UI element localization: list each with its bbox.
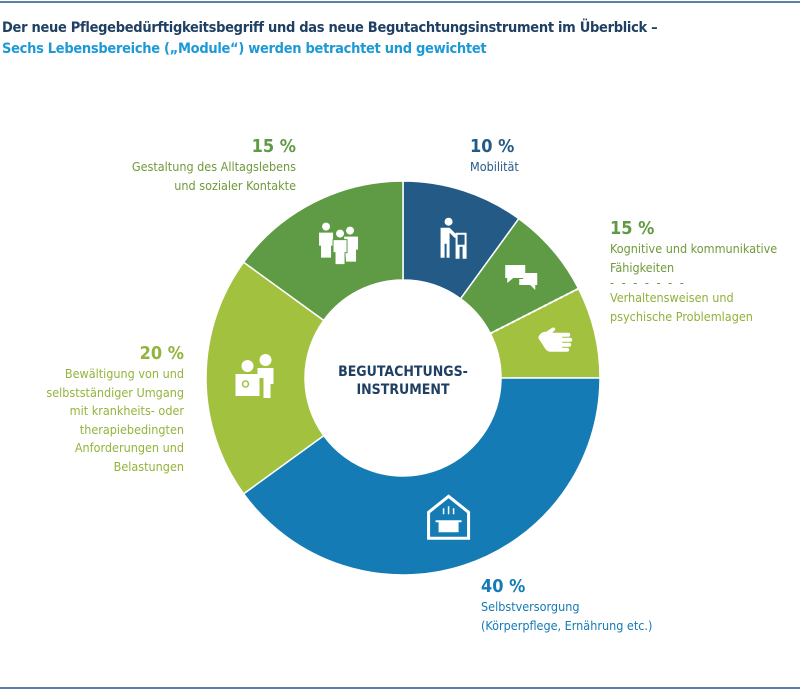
text-selbst-2: (Körperpflege, Ernährung etc.) xyxy=(481,617,653,633)
divider: - - - - - - - xyxy=(610,275,686,290)
text-bew-5: Anforderungen und xyxy=(74,440,184,455)
pct-kognitive: 15 % xyxy=(610,218,655,239)
text-gest-2: und sozialer Kontakte xyxy=(174,177,296,193)
text-bew-6: Belastungen xyxy=(113,458,184,474)
text-kognitive-2: Fähigkeiten xyxy=(610,259,675,275)
text-verhalten-1: Verhaltensweisen und xyxy=(610,290,734,305)
center-label-2: INSTRUMENT xyxy=(356,382,449,398)
speech-bubbles-icon xyxy=(505,265,538,291)
walker-person-icon xyxy=(440,217,467,259)
pct-mobilitaet: 10 % xyxy=(470,136,515,157)
text-verhalten-2: psychische Problemlagen xyxy=(610,308,753,324)
pct-selbstversorgung: 40 % xyxy=(481,576,526,597)
dashed-divider xyxy=(489,287,579,335)
doctor-patient-icon xyxy=(235,354,274,398)
bottom-rule xyxy=(0,687,800,689)
label-mobilitaet: 10 % Mobilität xyxy=(470,136,519,177)
pct-bewaeltigung: 20 % xyxy=(139,343,184,364)
text-gest-1: Gestaltung des Alltagslebens xyxy=(131,159,296,174)
pct-gestaltung: 15 % xyxy=(251,136,296,157)
people-group-icon xyxy=(319,222,359,266)
chart-subtitle: Sechs Lebensbereiche („Module“) werden b… xyxy=(2,41,487,57)
house-pot-icon xyxy=(427,494,471,540)
label-kognitive: 15 % Kognitive und kommunikative Fähigke… xyxy=(610,218,777,326)
donut-slice-3 xyxy=(242,377,601,576)
top-rule xyxy=(0,1,800,3)
text-bew-2: selbstständiger Umgang xyxy=(46,384,184,400)
text-bew-4: therapiebedingten xyxy=(79,421,184,437)
text-bew-3: mit krankheits- oder xyxy=(69,403,184,418)
text-kognitive-1: Kognitive und kommunikative xyxy=(610,241,778,256)
label-gestaltung: 15 % Gestaltung des Alltagslebens und so… xyxy=(132,136,296,195)
text-selbst-1: Selbstversorgung xyxy=(481,599,580,614)
center-label-1: BEGUTACHTUNGS- xyxy=(338,364,468,380)
label-bewaeltigung: 20 % Bewältigung von und selbstständiger… xyxy=(46,343,184,476)
text-mobilitaet: Mobilität xyxy=(470,159,519,174)
chart-title: Der neue Pflegebedürftigkeitsbegriff und… xyxy=(2,20,658,36)
hand-icon xyxy=(538,327,573,352)
text-bew-1: Bewältigung von und xyxy=(64,366,184,381)
label-selbstversorgung: 40 % Selbstversorgung (Körperpflege, Ern… xyxy=(481,576,652,635)
